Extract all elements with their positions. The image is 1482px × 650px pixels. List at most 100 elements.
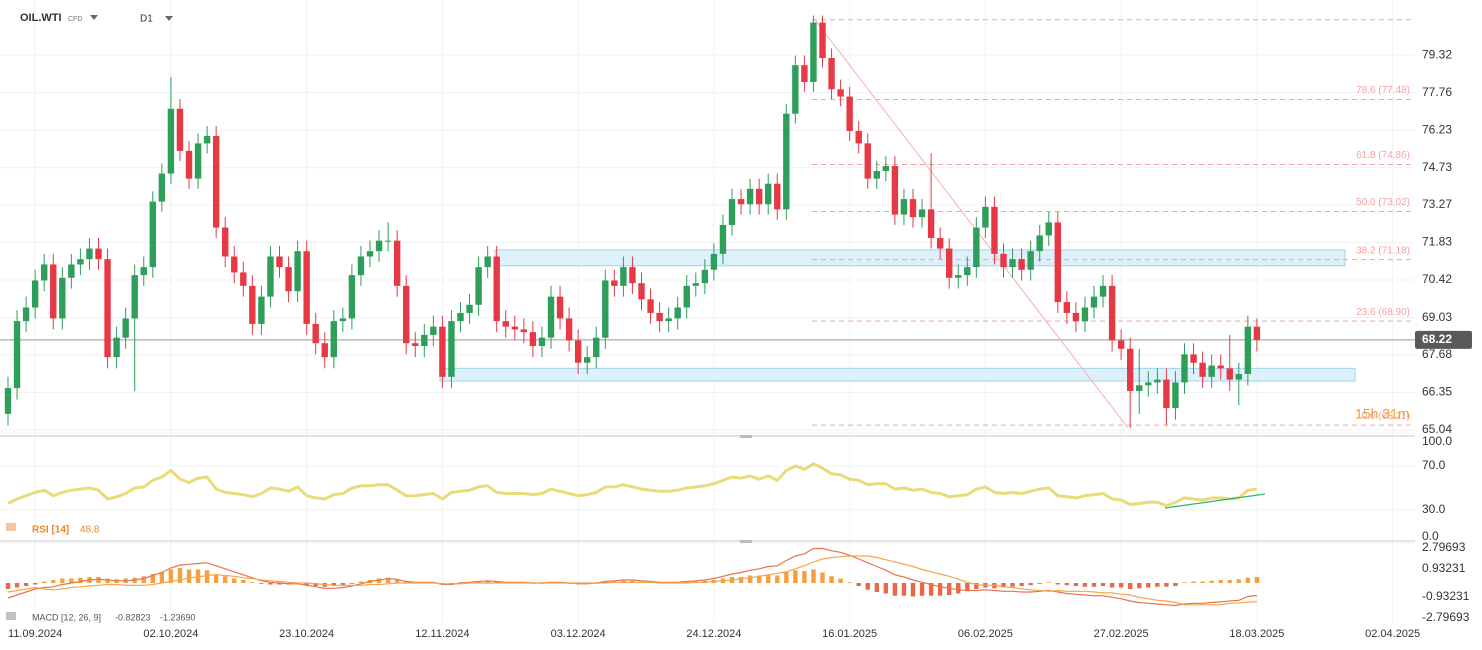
- macd-histogram-bar: [1001, 583, 1006, 588]
- candle-body: [701, 269, 709, 284]
- dropdown-arrow[interactable]: [165, 16, 173, 21]
- macd-histogram-bar: [883, 583, 889, 594]
- dropdown-arrow[interactable]: [90, 15, 98, 20]
- macd-histogram-bar: [1245, 577, 1251, 583]
- candle-body: [746, 188, 754, 205]
- candle-body: [927, 209, 935, 239]
- macd-histogram-bar: [802, 571, 807, 583]
- candle-body: [620, 267, 627, 286]
- y-tick-label: 71.83: [1422, 235, 1452, 249]
- y-tick-label: 76.23: [1422, 122, 1452, 136]
- macd-histogram-bar: [756, 575, 762, 583]
- y-tick-label: 74.73: [1422, 160, 1452, 174]
- indicator-icon[interactable]: [6, 523, 16, 531]
- candle-body: [493, 256, 500, 322]
- macd-histogram-bar: [684, 581, 689, 583]
- x-tick-label: 18.03.2025: [1229, 628, 1284, 640]
- candle-body: [792, 65, 799, 114]
- pane-handle[interactable]: [740, 540, 752, 543]
- candle-body: [909, 199, 917, 218]
- x-tick-label: 23.10.2024: [279, 628, 334, 640]
- timeframe[interactable]: D1: [140, 14, 153, 25]
- macd-value: -0.82823: [115, 612, 151, 622]
- macd-histogram-bar: [69, 578, 74, 583]
- macd-histogram-bar: [1218, 580, 1223, 583]
- candle-body: [1090, 296, 1098, 308]
- candle-body: [1000, 253, 1007, 268]
- macd-histogram-bar: [78, 577, 83, 583]
- trend-line: [814, 19, 1129, 429]
- candle-body: [466, 304, 473, 313]
- candle-body: [194, 143, 202, 179]
- macd-histogram-bar: [1037, 583, 1042, 584]
- candle-body: [50, 264, 57, 319]
- candle-body: [258, 296, 265, 324]
- macd-histogram-bar: [1073, 583, 1079, 586]
- candle-body: [86, 248, 93, 260]
- macd-histogram-bar: [23, 583, 29, 586]
- macd-histogram-bar: [404, 581, 409, 583]
- overlay-layer: 79.32 77.76 76.23 74.73 73.27 71.83 70.42 69.03…: [8, 47, 1472, 640]
- macd-histogram-bar: [1200, 581, 1205, 583]
- candle-body: [294, 251, 301, 292]
- macd-histogram-bar: [5, 583, 11, 589]
- candle-body: [439, 326, 446, 377]
- current-price-label: 68.22: [1422, 332, 1452, 346]
- candle-body: [611, 280, 618, 286]
- candle-body: [1235, 373, 1242, 380]
- candle-body: [1027, 251, 1034, 270]
- macd-histogram-bar: [1019, 583, 1024, 586]
- candle-body: [982, 206, 989, 228]
- grid-layer: [0, 0, 1415, 622]
- candle-body: [1018, 259, 1025, 270]
- pane-handle[interactable]: [740, 435, 752, 438]
- signal-value: -1.23690: [160, 612, 196, 622]
- candle-body: [366, 251, 374, 257]
- signal-line: [7, 555, 1257, 606]
- macd-histogram-bar: [1091, 583, 1097, 587]
- macd-histogram-bar: [1010, 583, 1015, 587]
- candle-body: [457, 312, 464, 322]
- current-price-box: [1415, 330, 1472, 349]
- candle-body: [629, 267, 636, 284]
- macd-histogram-bar: [331, 583, 336, 586]
- x-tick-label: 16.01.2025: [822, 628, 877, 640]
- macd-histogram-bar: [1028, 583, 1033, 586]
- candle-body: [520, 329, 528, 333]
- zone: [494, 249, 1346, 267]
- candle-body: [819, 22, 826, 59]
- macd-line: [7, 547, 1257, 607]
- candle-body: [330, 321, 337, 358]
- y-tick-label: 73.27: [1422, 197, 1452, 211]
- y-tick-label: 77.76: [1422, 85, 1452, 99]
- rsi-tick-label: 70.0: [1422, 458, 1446, 472]
- macd-histogram-bar: [14, 583, 20, 588]
- fib-label: 50.0 (73.02): [1356, 197, 1410, 208]
- candle-body: [1072, 312, 1080, 322]
- x-tick-label: 27.02.2025: [1094, 628, 1149, 640]
- macd-histogram-bar: [865, 583, 870, 590]
- candle-body: [855, 130, 862, 144]
- candle-body: [1163, 379, 1170, 409]
- macd-histogram-bar: [476, 581, 481, 583]
- indicator-layer: [5, 462, 1260, 607]
- candle-body: [765, 183, 772, 205]
- candle-body: [1217, 365, 1224, 369]
- candle-layer: [4, 15, 1261, 429]
- indicator-icon[interactable]: [6, 612, 16, 620]
- candle-body: [484, 256, 491, 268]
- macd-histogram-bar: [232, 578, 237, 583]
- candle-body: [602, 280, 609, 338]
- macd-histogram-bar: [1173, 583, 1178, 586]
- macd-histogram-bar: [168, 569, 174, 583]
- macd-histogram-bar: [747, 575, 753, 583]
- macd-histogram-bar: [213, 574, 219, 583]
- macd-histogram-bar: [856, 583, 861, 586]
- macd-histogram-bar: [937, 583, 943, 596]
- candle-body: [1099, 285, 1107, 297]
- candle-body: [846, 96, 853, 131]
- symbol[interactable]: OIL.WTI: [20, 12, 62, 24]
- macd-histogram-bar: [784, 571, 789, 583]
- candle-body: [774, 183, 781, 210]
